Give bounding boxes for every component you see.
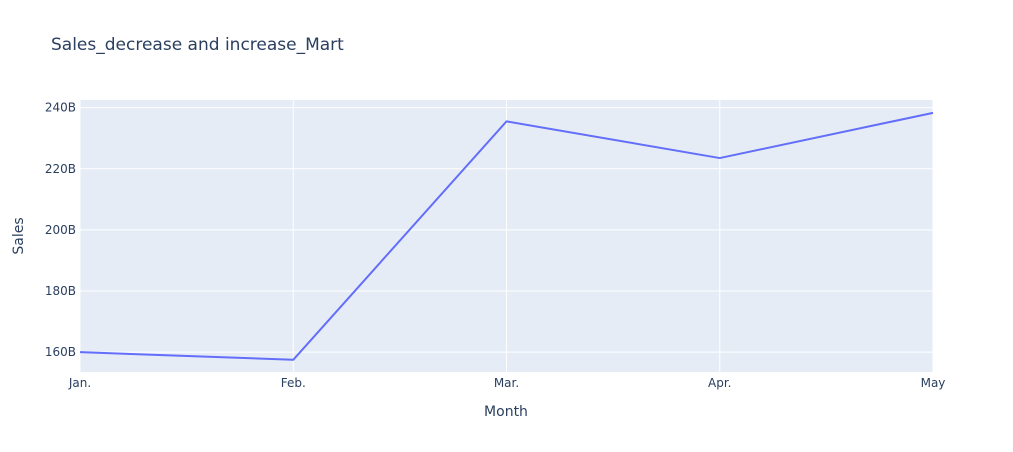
x-tick-label: Jan. <box>68 376 91 390</box>
x-tick-label: Mar. <box>494 376 519 390</box>
x-axis-title: Month <box>484 404 528 420</box>
y-tick-label: 200B <box>45 223 76 237</box>
series-layer <box>79 111 934 361</box>
x-axis-ticks: Jan. Feb. Mar. Apr. May <box>68 376 946 390</box>
x-tick-label: Feb. <box>281 376 306 390</box>
y-tick-label: 160B <box>45 345 76 359</box>
y-tick-label: 240B <box>45 101 76 115</box>
grid-lines <box>79 100 934 372</box>
y-axis-title: Sales <box>11 217 27 254</box>
x-tick-label: May <box>921 376 946 390</box>
x-tick-label: Apr. <box>708 376 731 390</box>
chart-title: Sales_decrease and increase_Mart <box>51 35 344 55</box>
y-tick-label: 220B <box>45 162 76 176</box>
y-tick-label: 180B <box>45 284 76 298</box>
y-axis-ticks: 160B 180B 200B 220B 240B <box>45 101 76 359</box>
series-line[interactable] <box>79 111 934 361</box>
